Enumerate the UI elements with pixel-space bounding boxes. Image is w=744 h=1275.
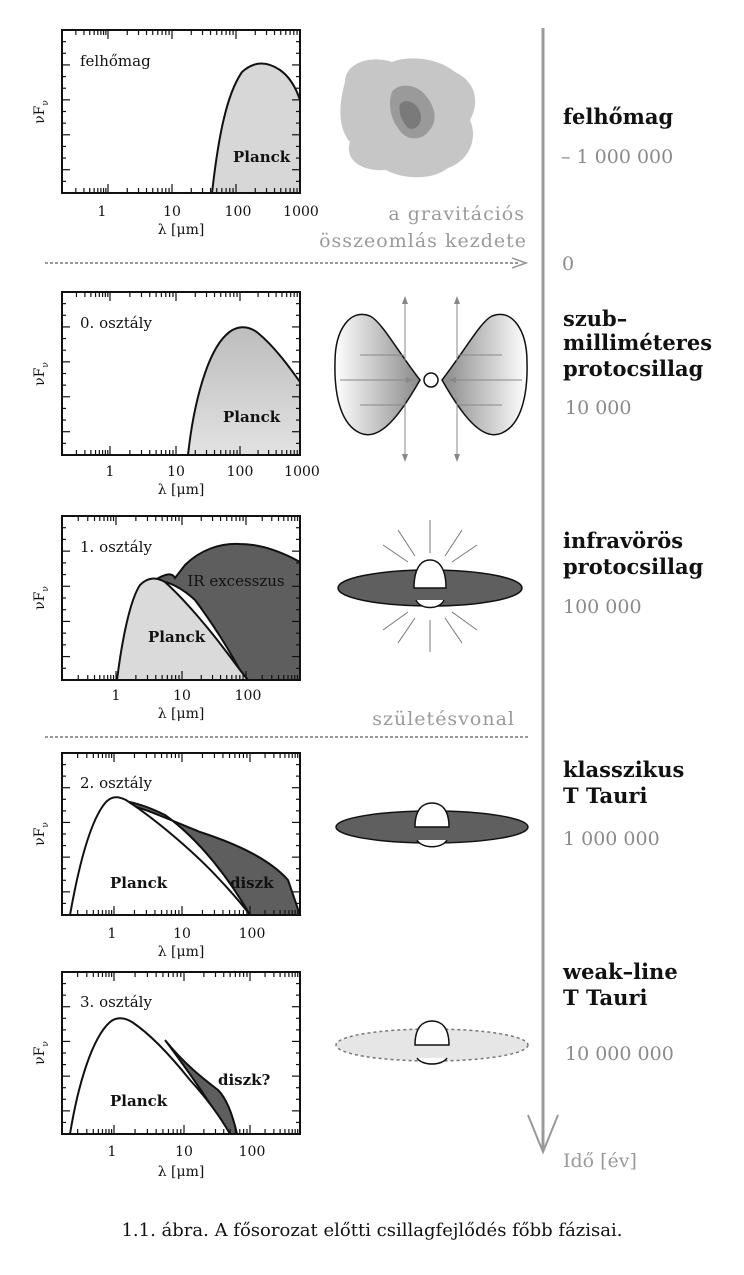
x-tick: 10 — [173, 688, 191, 704]
stage-title-wtt-1: weak–line — [562, 959, 678, 984]
plot-ticks — [62, 753, 300, 915]
x-tick: 10 — [173, 926, 191, 942]
x-tick: 10 — [175, 1144, 193, 1160]
y-axis-label: νFν — [32, 586, 51, 610]
stage-time-ctt: 1 000 000 — [563, 828, 660, 850]
x-tick: 1 — [98, 204, 107, 220]
stage-title-ctt-2: T Tauri — [563, 783, 647, 808]
plot-ticks — [62, 30, 300, 193]
x-tick: 1000 — [284, 464, 320, 480]
ir-protostar-illustration — [337, 520, 523, 652]
x-tick: 1 — [112, 688, 121, 704]
planck-label: Planck — [110, 1092, 168, 1110]
weak-line-ttauri-illustration — [335, 1020, 529, 1065]
stage-time-wtt: 10 000 000 — [565, 1043, 674, 1065]
svg-text:νFν: νFν — [32, 100, 51, 124]
sed-panel-class2: 2. osztály Planck diszk 1 10 100 λ [μm] … — [32, 752, 302, 960]
plot-ticks — [62, 972, 300, 1134]
x-tick: 10 — [167, 464, 185, 480]
time-axis-label: Idő [év] — [563, 1150, 637, 1172]
x-tick: 100 — [235, 688, 262, 704]
sed-panel-core: felhőmag Planck 1 10 100 1000 λ [μm] νFν — [32, 29, 319, 238]
sed-panel-class0: 0. osztály Planck 1 10 100 1000 λ [μm] ν… — [32, 291, 320, 498]
planck-curve — [210, 62, 301, 194]
submm-protostar-illustration — [334, 296, 528, 462]
panel-label: 0. osztály — [80, 314, 152, 332]
collapse-separator-arrow — [45, 257, 529, 269]
planck-label: Planck — [110, 874, 168, 892]
planck-label: Planck — [148, 628, 206, 646]
stage-time-ir: 100 000 — [563, 596, 642, 618]
x-axis-label: λ [μm] — [158, 706, 205, 722]
x-tick: 10 — [163, 204, 181, 220]
stage-title-wtt-2: T Tauri — [563, 985, 647, 1010]
y-axis-label: νFν — [32, 822, 51, 846]
x-axis-label: λ [μm] — [158, 1164, 205, 1180]
svg-text:νFν: νFν — [32, 822, 51, 846]
cloud-core-illustration — [340, 58, 476, 178]
stage-title-submm-2: milliméteres — [563, 330, 712, 355]
disk-excess-curve — [111, 799, 302, 916]
stage-title-ctt-1: klasszikus — [563, 757, 684, 782]
x-tick: 100 — [225, 204, 252, 220]
disk-label: diszk? — [218, 1071, 271, 1089]
stage-title-ir-1: infravörös — [563, 528, 683, 553]
planck-label: Planck — [223, 408, 281, 426]
ir-excess-curve — [151, 542, 301, 681]
stage-time-core: – 1 000 000 — [561, 146, 673, 168]
collapse-note-line1: a gravitációs — [388, 203, 525, 225]
collapse-note-line2: összeomlás kezdete — [319, 230, 527, 252]
x-tick: 100 — [239, 926, 266, 942]
planck-curve — [68, 796, 253, 916]
x-tick: 100 — [227, 464, 254, 480]
svg-text:νFν: νFν — [32, 1041, 51, 1065]
x-tick: 1 — [108, 1144, 117, 1160]
x-tick: 1 — [106, 464, 115, 480]
x-axis-label: λ [μm] — [158, 222, 205, 238]
sed-panel-class1: 1. osztály Planck IR excesszus 1 10 100 … — [32, 515, 301, 722]
disk-label: diszk — [230, 874, 274, 892]
panel-label: 2. osztály — [80, 774, 152, 792]
figure-caption: 1.1. ábra. A fősorozat előtti csillagfej… — [121, 1220, 622, 1241]
y-axis-label: νFν — [32, 100, 51, 124]
x-tick: 100 — [239, 1144, 266, 1160]
y-axis-label: νFν — [32, 1041, 51, 1065]
stage-title-submm-1: szub– — [563, 306, 627, 331]
x-tick: 1 — [108, 926, 117, 942]
planck-curve — [186, 326, 301, 456]
x-axis-label: λ [μm] — [158, 482, 205, 498]
stage-title-ir-2: protocsillag — [563, 554, 704, 579]
classical-ttauri-illustration — [335, 802, 529, 848]
planck-curve — [68, 1017, 232, 1135]
sed-panel-class3: 3. osztály Planck diszk? 1 10 100 λ [μm]… — [32, 971, 301, 1180]
disk-excess-curve — [164, 1039, 239, 1135]
plot-ticks — [62, 292, 300, 455]
planck-curve — [115, 577, 251, 681]
y-axis-label: νFν — [32, 362, 51, 386]
panel-label: 3. osztály — [80, 993, 152, 1011]
x-tick: 1000 — [283, 204, 319, 220]
svg-text:νFν: νFν — [32, 586, 51, 610]
panel-label: 1. osztály — [80, 538, 152, 556]
birthline-note: születésvonal — [372, 708, 515, 730]
stage-time-submm: 10 000 — [565, 397, 631, 419]
svg-text:νFν: νFν — [32, 362, 51, 386]
stage-title-core: felhőmag — [563, 104, 673, 129]
time-axis-arrow — [527, 28, 559, 1155]
collapse-time: 0 — [562, 253, 574, 275]
panel-label: felhőmag — [80, 52, 151, 70]
stage-title-submm-3: protocsillag — [563, 356, 704, 381]
plot-ticks — [62, 516, 300, 680]
ir-excess-label: IR excesszus — [187, 572, 284, 590]
x-axis-label: λ [μm] — [158, 944, 205, 960]
planck-label: Planck — [233, 148, 291, 166]
